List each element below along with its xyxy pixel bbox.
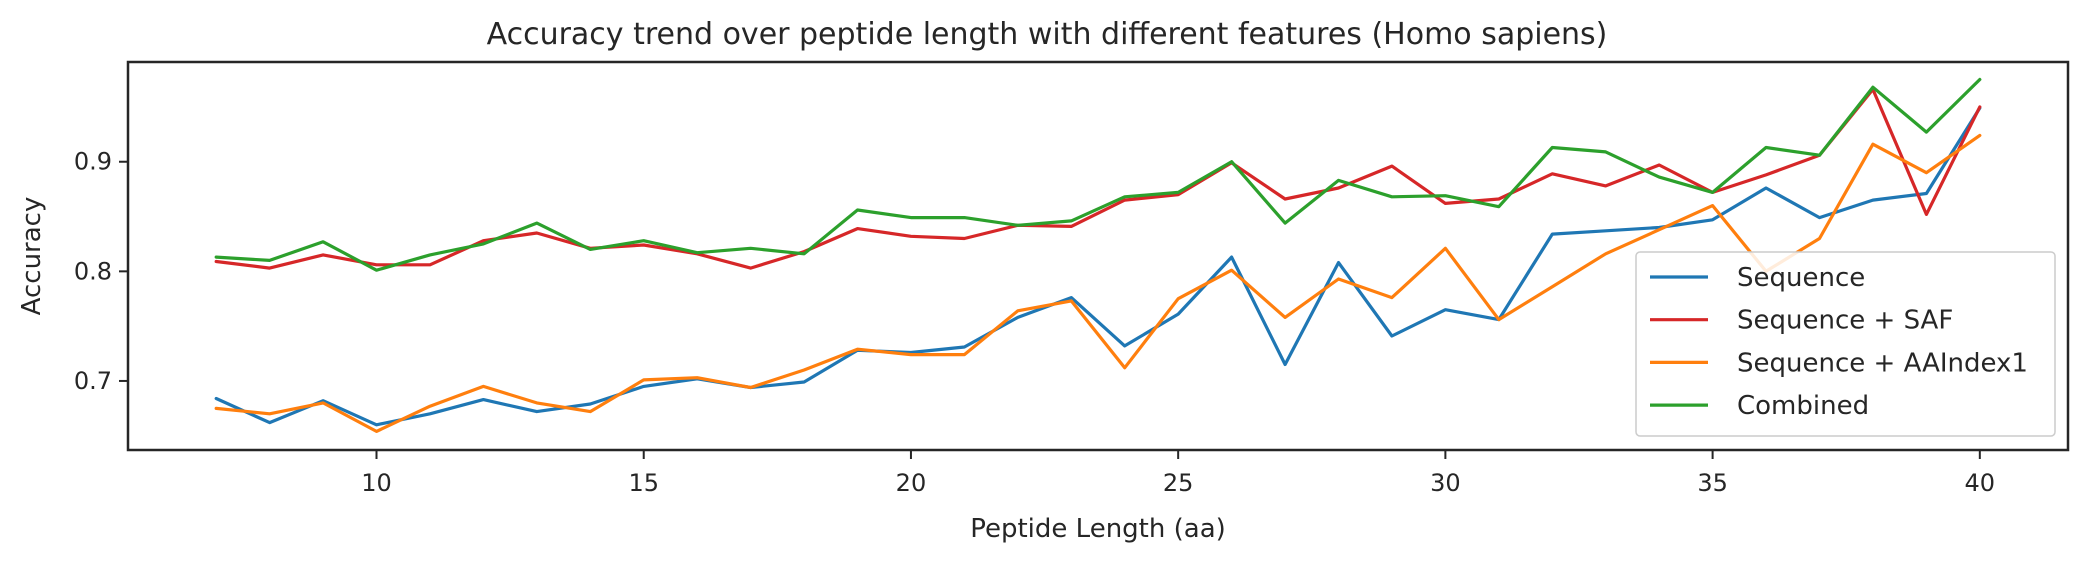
x-tick-label: 30 [1430,469,1461,497]
y-axis: 0.7 0.8 0.9 [74,148,128,395]
y-tick-label: 0.9 [74,148,112,176]
legend: Sequence Sequence + SAF Sequence + AAIndex… [1635,251,2056,437]
x-tick-label: 10 [361,469,392,497]
legend-box [1635,251,2056,437]
x-tick-label: 15 [628,469,659,497]
legend-label-1: Sequence + SAF [1737,306,1953,336]
x-tick-label: 35 [1697,469,1728,497]
series-line-2 [214,133,1982,433]
x-axis-label: Peptide Length (aa) [970,514,1226,544]
x-tick-label: 20 [896,469,927,497]
y-axis-label: Accuracy [17,197,47,316]
series-layer [214,77,1982,433]
x-tick-label: 40 [1965,469,1996,497]
y-tick-label: 0.8 [74,257,112,285]
x-tick-label: 25 [1163,469,1194,497]
series-line-0 [214,106,1982,427]
series-line-3 [214,77,1982,272]
legend-label-0: Sequence [1737,263,1865,293]
legend-label-3: Combined [1737,391,1869,421]
series-line-1 [214,87,1982,270]
legend-label-2: Sequence + AAIndex1 [1737,348,2028,378]
plot-frame [126,60,2070,452]
x-axis: 10 15 20 25 30 35 40 [361,450,1995,497]
y-tick-label: 0.7 [74,367,112,395]
chart-title: Accuracy trend over peptide length with … [487,17,1608,52]
